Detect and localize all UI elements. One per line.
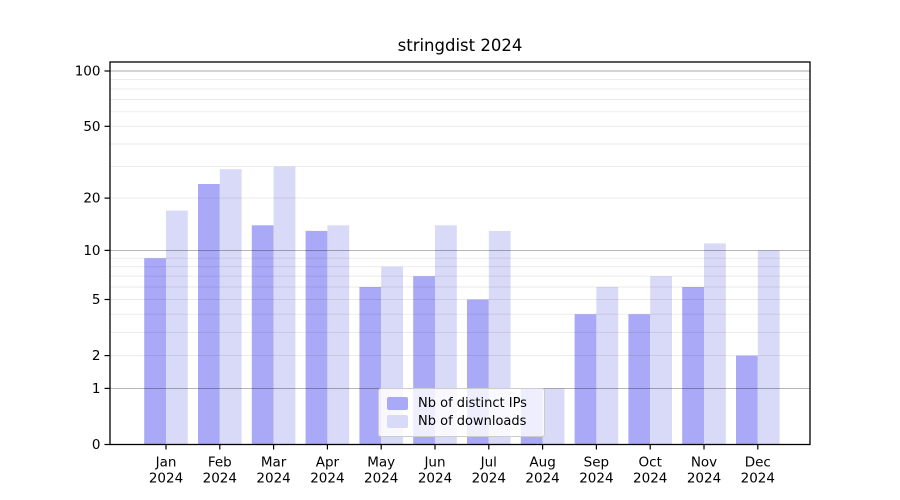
y-tick-label: 10 — [83, 243, 100, 259]
x-tick-label-month: Apr — [316, 455, 340, 471]
bar-jan-downloads — [166, 210, 188, 445]
bar-apr-ips — [305, 230, 328, 445]
bar-oct-ips — [628, 314, 651, 445]
bar-feb-ips — [198, 184, 220, 445]
x-tick-label-month: Nov — [691, 455, 717, 471]
x-tick-label-year: 2024 — [203, 471, 237, 487]
bar-sep-ips — [574, 314, 597, 445]
legend-item-distinct-ips: Nb of distinct IPs — [387, 395, 544, 411]
bar-apr-downloads — [327, 225, 350, 445]
x-tick-label-month: Jun — [423, 455, 445, 471]
x-tick-label-month: Sep — [584, 455, 609, 471]
x-tick-label-year: 2024 — [256, 471, 290, 487]
x-tick-label-year: 2024 — [579, 471, 613, 487]
bar-sep-downloads — [596, 287, 619, 445]
x-axis: Jan2024Feb2024Mar2024Apr2024May2024Jun20… — [149, 444, 775, 487]
bar-may-ips — [359, 287, 382, 445]
bar-nov-downloads — [704, 243, 726, 445]
y-tick-label: 2 — [92, 348, 101, 364]
y-tick-label: 0 — [92, 437, 101, 453]
bar-aug-downloads — [542, 388, 565, 445]
bar-mar-downloads — [273, 166, 296, 445]
legend-swatch-downloads-icon — [387, 415, 408, 428]
bar-oct-downloads — [650, 276, 672, 445]
y-tick-label: 100 — [75, 64, 101, 80]
x-tick-label-year: 2024 — [418, 471, 452, 487]
bar-feb-downloads — [219, 169, 242, 445]
x-tick-label-month: Jul — [480, 455, 497, 471]
bar-nov-ips — [682, 287, 704, 445]
chart-title: stringdist 2024 — [397, 36, 523, 55]
x-tick-label-year: 2024 — [310, 471, 344, 487]
x-tick-label-month: Jan — [155, 455, 177, 471]
legend-label-downloads: Nb of downloads — [418, 413, 527, 429]
x-tick-label-year: 2024 — [364, 471, 398, 487]
legend-label-distinct-ips: Nb of distinct IPs — [418, 395, 527, 411]
bar-dec-downloads — [757, 250, 780, 445]
y-tick-label: 20 — [83, 191, 100, 207]
legend-swatch-distinct-ips-icon — [387, 397, 408, 410]
x-tick-label-month: Dec — [745, 455, 771, 471]
plot-border — [109, 61, 811, 446]
gridlines — [110, 70, 810, 389]
x-tick-label-year: 2024 — [633, 471, 667, 487]
bar-mar-ips — [251, 225, 274, 445]
y-axis: 0 1 2 5 10 20 50 100 — [75, 64, 110, 453]
x-tick-label-month: Mar — [261, 455, 287, 471]
x-tick-label-year: 2024 — [525, 471, 559, 487]
y-tick-label: 5 — [92, 292, 101, 308]
bar-jan-ips — [144, 258, 166, 445]
y-tick-label: 1 — [92, 381, 101, 397]
y-tick-label: 50 — [83, 119, 100, 135]
x-tick-label-year: 2024 — [741, 471, 775, 487]
x-tick-label-month: May — [367, 455, 395, 471]
x-tick-label-year: 2024 — [472, 471, 506, 487]
x-tick-label-month: Aug — [529, 455, 555, 471]
x-tick-label-month: Oct — [639, 455, 662, 471]
x-tick-label-year: 2024 — [687, 471, 721, 487]
legend: Nb of distinct IPs Nb of downloads — [378, 388, 545, 437]
x-tick-label-month: Feb — [208, 455, 232, 471]
bar-dec-ips — [736, 355, 758, 445]
x-tick-label-year: 2024 — [149, 471, 183, 487]
legend-item-downloads: Nb of downloads — [387, 413, 544, 429]
